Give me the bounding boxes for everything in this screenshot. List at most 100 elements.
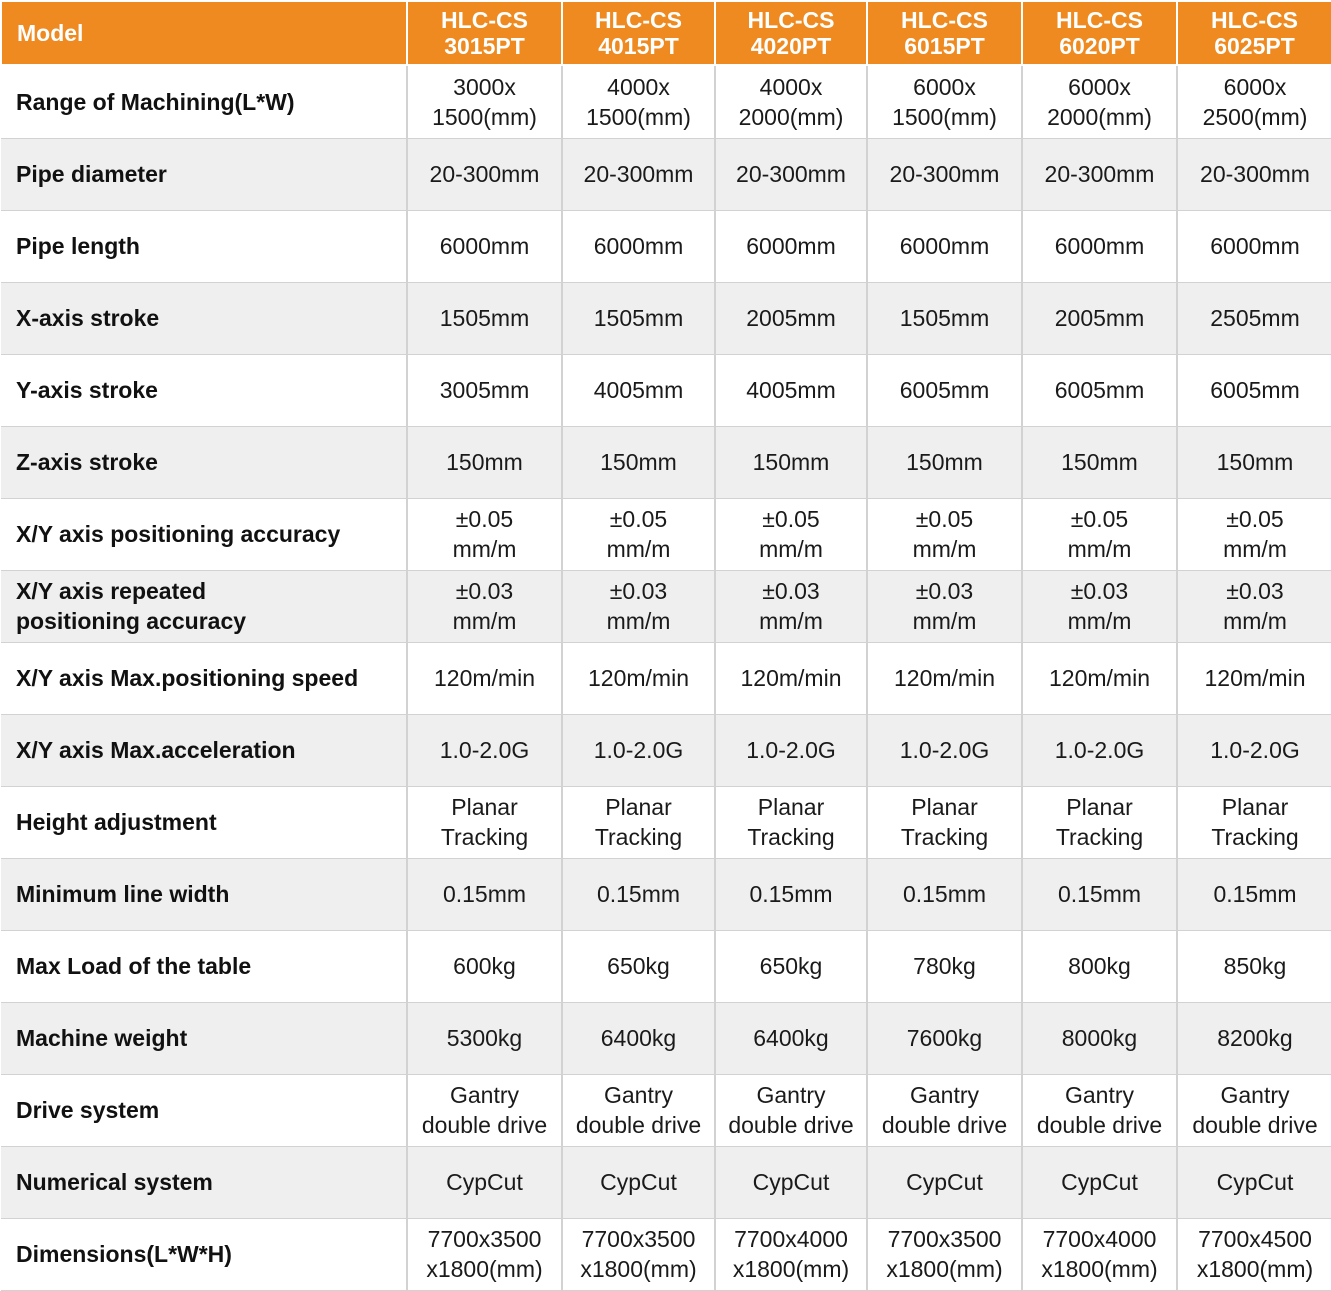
spec-value: CypCut: [714, 1145, 868, 1219]
spec-value: 5300kg: [406, 1001, 563, 1075]
spec-value: ±0.05 mm/m: [714, 497, 868, 571]
spec-value: 2005mm: [1021, 281, 1178, 355]
model-column-header: HLC-CS 4020PT: [714, 0, 868, 66]
spec-value: 3000x 1500(mm): [406, 64, 563, 139]
spec-value: 6005mm: [1021, 353, 1178, 427]
spec-table-body: Range of Machining(L*W) 3000x 1500(mm) 400…: [1, 64, 1331, 1291]
spec-value: 1505mm: [406, 281, 563, 355]
spec-value: 150mm: [1176, 425, 1331, 499]
spec-value: Gantry double drive: [406, 1073, 563, 1147]
spec-value: CypCut: [561, 1145, 716, 1219]
spec-value: 120m/min: [714, 641, 868, 715]
spec-value: 2005mm: [714, 281, 868, 355]
spec-value: 20-300mm: [714, 137, 868, 211]
spec-value: 150mm: [866, 425, 1023, 499]
spec-value: 120m/min: [1021, 641, 1178, 715]
spec-value: Planar Tracking: [866, 785, 1023, 859]
spec-row: Minimum line width 0.15mm 0.15mm 0.15mm 0.15…: [1, 857, 1331, 931]
spec-value: 1.0-2.0G: [714, 713, 868, 787]
spec-value: CypCut: [406, 1145, 563, 1219]
spec-value: 6000x 2000(mm): [1021, 64, 1178, 139]
spec-value: 600kg: [406, 929, 563, 1003]
model-column-header: HLC-CS 6015PT: [866, 0, 1023, 66]
model-column-header: HLC-CS 6020PT: [1021, 0, 1178, 66]
spec-label: Dimensions(L*W*H): [1, 1217, 408, 1291]
spec-label: Pipe diameter: [1, 137, 408, 211]
spec-value: CypCut: [1021, 1145, 1178, 1219]
spec-row: Pipe diameter 20-300mm 20-300mm 20-300mm 20-…: [1, 137, 1331, 211]
spec-value: 650kg: [561, 929, 716, 1003]
spec-row: X/Y axis repeated positioning accuracy ±0…: [1, 569, 1331, 643]
spec-value: ±0.03 mm/m: [1176, 569, 1331, 643]
spec-value: 7700x3500 x1800(mm): [866, 1217, 1023, 1291]
spec-label: Numerical system: [1, 1145, 408, 1219]
spec-value: ±0.03 mm/m: [561, 569, 716, 643]
spec-label: Height adjustment: [1, 785, 408, 859]
spec-value: 1.0-2.0G: [866, 713, 1023, 787]
spec-value: 0.15mm: [406, 857, 563, 931]
spec-value: 6400kg: [561, 1001, 716, 1075]
spec-row: Z-axis stroke 150mm 150mm 150mm 150mm 150mm 15…: [1, 425, 1331, 499]
spec-value: 20-300mm: [1176, 137, 1331, 211]
spec-value: Gantry double drive: [866, 1073, 1023, 1147]
spec-value: 6005mm: [1176, 353, 1331, 427]
spec-row: Dimensions(L*W*H) 7700x3500 x1800(mm) 7700…: [1, 1217, 1331, 1291]
spec-row: Y-axis stroke 3005mm 4005mm 4005mm 6005mm 600…: [1, 353, 1331, 427]
spec-value: Planar Tracking: [1021, 785, 1178, 859]
spec-value: ±0.03 mm/m: [406, 569, 563, 643]
spec-label: X-axis stroke: [1, 281, 408, 355]
spec-value: 20-300mm: [1021, 137, 1178, 211]
spec-value: 150mm: [561, 425, 716, 499]
spec-row: X/Y axis Max.acceleration 1.0-2.0G 1.0-2.0…: [1, 713, 1331, 787]
spec-value: 120m/min: [561, 641, 716, 715]
spec-value: CypCut: [866, 1145, 1023, 1219]
spec-value: Planar Tracking: [406, 785, 563, 859]
spec-value: Gantry double drive: [1176, 1073, 1331, 1147]
spec-value: 6400kg: [714, 1001, 868, 1075]
model-column-header: HLC-CS 6025PT: [1176, 0, 1331, 66]
spec-value: 650kg: [714, 929, 868, 1003]
spec-row: Numerical system CypCut CypCut CypCut CypCut…: [1, 1145, 1331, 1219]
spec-value: 20-300mm: [406, 137, 563, 211]
spec-value: 6000mm: [561, 209, 716, 283]
spec-value: ±0.05 mm/m: [406, 497, 563, 571]
spec-value: 150mm: [1021, 425, 1178, 499]
spec-value: 150mm: [406, 425, 563, 499]
spec-row: Pipe length 6000mm 6000mm 6000mm 6000mm 6000m…: [1, 209, 1331, 283]
spec-value: 8000kg: [1021, 1001, 1178, 1075]
spec-row: Machine weight 5300kg 6400kg 6400kg 7600kg 80…: [1, 1001, 1331, 1075]
spec-value: 800kg: [1021, 929, 1178, 1003]
spec-value: Gantry double drive: [561, 1073, 716, 1147]
spec-value: 6000mm: [1021, 209, 1178, 283]
spec-value: Planar Tracking: [1176, 785, 1331, 859]
spec-value: Planar Tracking: [714, 785, 868, 859]
spec-value: 7700x3500 x1800(mm): [406, 1217, 563, 1291]
spec-value: 3005mm: [406, 353, 563, 427]
spec-value: 120m/min: [1176, 641, 1331, 715]
spec-label: Machine weight: [1, 1001, 408, 1075]
spec-table-header: Model HLC-CS 3015PT HLC-CS 4015PT HLC-CS…: [0, 0, 1331, 66]
spec-value: 120m/min: [406, 641, 563, 715]
spec-value: 7700x4500 x1800(mm): [1176, 1217, 1331, 1291]
spec-value: 6000mm: [1176, 209, 1331, 283]
model-column-header: HLC-CS 3015PT: [406, 0, 563, 66]
spec-value: ±0.03 mm/m: [1021, 569, 1178, 643]
spec-value: 4000x 2000(mm): [714, 64, 868, 139]
model-column-header: HLC-CS 4015PT: [561, 0, 716, 66]
spec-value: 20-300mm: [866, 137, 1023, 211]
spec-value: 8200kg: [1176, 1001, 1331, 1075]
spec-value: 4005mm: [561, 353, 716, 427]
spec-label: Z-axis stroke: [1, 425, 408, 499]
spec-value: 6000mm: [406, 209, 563, 283]
spec-value: 120m/min: [866, 641, 1023, 715]
spec-value: Gantry double drive: [714, 1073, 868, 1147]
spec-value: 0.15mm: [561, 857, 716, 931]
spec-value: Gantry double drive: [1021, 1073, 1178, 1147]
spec-value: ±0.05 mm/m: [866, 497, 1023, 571]
spec-value: 7700x3500 x1800(mm): [561, 1217, 716, 1291]
spec-value: ±0.05 mm/m: [561, 497, 716, 571]
spec-value: 6000x 1500(mm): [866, 64, 1023, 139]
spec-label: Drive system: [1, 1073, 408, 1147]
spec-value: 1505mm: [866, 281, 1023, 355]
spec-value: 6005mm: [866, 353, 1023, 427]
